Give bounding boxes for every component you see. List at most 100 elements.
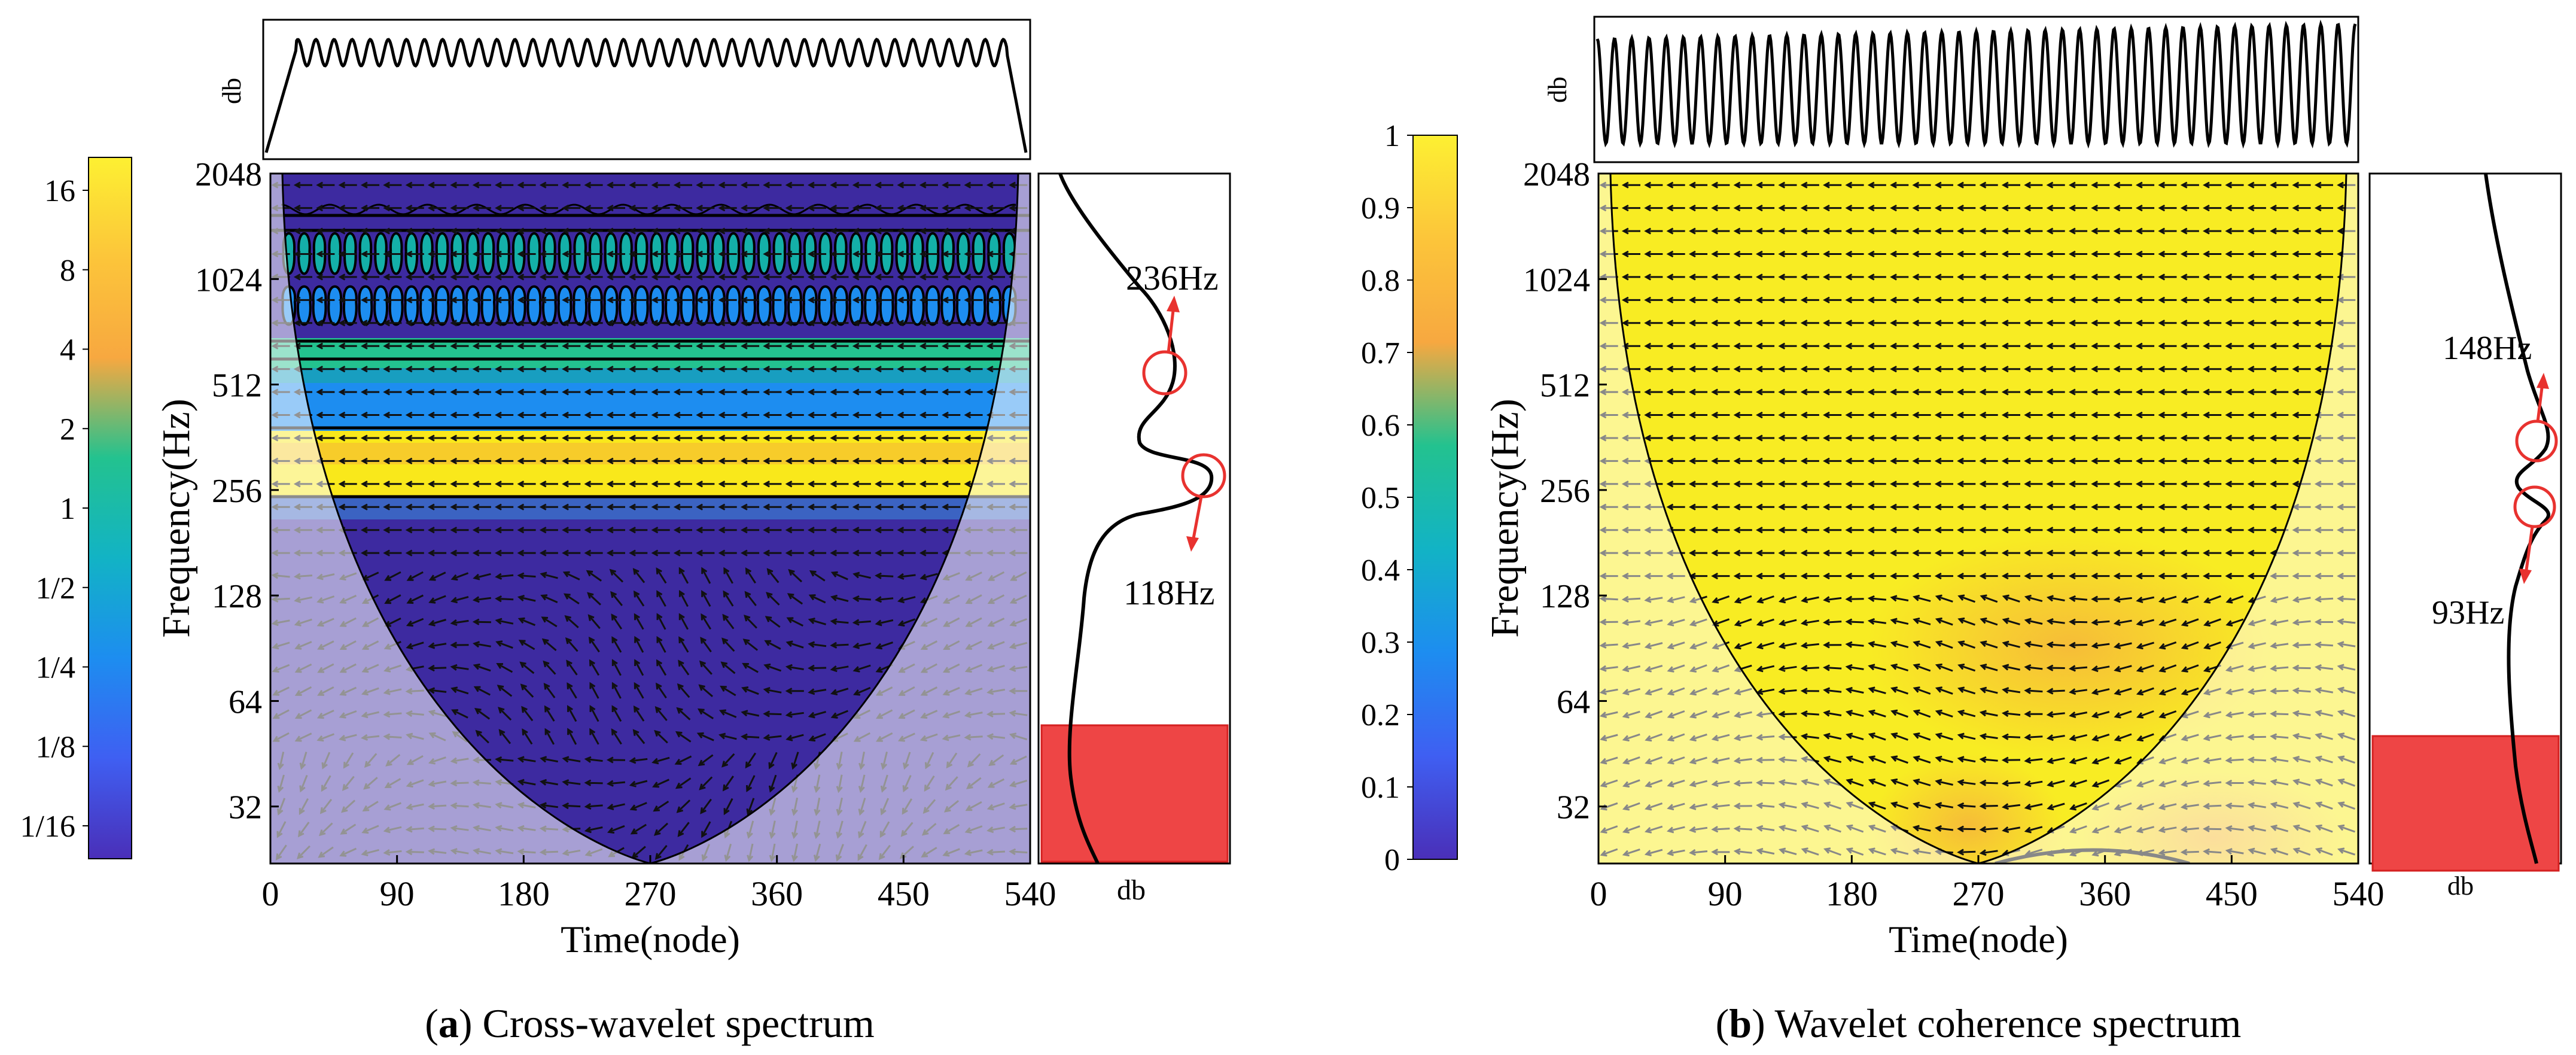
side-spectrum-panel-b: 148Hz 93Hz db	[2368, 172, 2562, 901]
x-tick-label: 270	[1953, 874, 2005, 913]
caption-a-open: (	[425, 1001, 439, 1046]
side-spectrum-a-curve	[1058, 172, 1214, 865]
y-tick-label: 1024	[1523, 262, 1590, 299]
heatmap-b-orange-region-1	[1866, 533, 2273, 760]
colorbar-tick-label: 0.4	[1361, 554, 1400, 588]
side-spectrum-b-arrowhead-lower	[2519, 568, 2532, 584]
x-tick-label: 90	[1708, 874, 1743, 913]
heatmap-a-xlabel: Time(node)	[561, 918, 740, 960]
caption-a-letter: a	[439, 1001, 459, 1046]
side-spectrum-a-annotation-236hz: 236Hz	[1126, 259, 1219, 297]
top-trace-b-ylabel: db	[1543, 77, 1572, 103]
top-trace-panel-b: db	[1543, 16, 2359, 163]
heatmap-b	[1598, 174, 2358, 864]
caption-b-letter: b	[1729, 1001, 1752, 1046]
colorbar-tick-label: 4	[60, 333, 75, 367]
colorbar-tick-label: 0.2	[1361, 698, 1400, 732]
y-tick-label: 32	[1557, 789, 1590, 826]
side-spectrum-b-arrow-upper	[2536, 382, 2544, 422]
side-spectrum-a-annotation-118hz: 118Hz	[1123, 573, 1214, 612]
colorbar-a-gradient	[88, 157, 132, 859]
y-tick-label: 64	[1557, 683, 1590, 720]
x-tick-label: 270	[625, 874, 677, 913]
caption-a: (a) Cross-wavelet spectrum	[425, 1001, 875, 1046]
colorbar-b: 1 0.9 0.8 0.7 0.6 0.5 0.4 0.3 0.2 0.1 0	[1361, 119, 1458, 877]
colorbar-tick-label: 1/16	[20, 810, 75, 844]
panel-a: 16 8 4 2 1 1/2 1/4 1/8 1/16 db Frequency(Hz) Tim…	[20, 19, 1231, 1046]
colorbar-tick-label: 1	[1384, 119, 1400, 153]
x-tick-label: 180	[1826, 874, 1878, 913]
side-spectrum-a-circle-upper	[1142, 350, 1187, 396]
heatmap-a-band-teal	[270, 383, 1030, 431]
side-spectrum-b-arrowhead-upper	[2537, 373, 2549, 389]
top-trace-a-line	[264, 37, 1028, 153]
colorbar-tick-label: 1	[60, 492, 75, 526]
x-tick-label: 0	[262, 874, 279, 913]
y-tick-label: 1024	[195, 262, 262, 299]
x-tick-label: 540	[1004, 874, 1056, 913]
heatmap-a	[270, 174, 1030, 864]
contour-loops-lower	[281, 285, 1017, 326]
colorbar-tick-label: 0.5	[1361, 481, 1400, 515]
colorbar-tick-label: 2	[60, 412, 75, 446]
x-tick-label: 540	[2333, 874, 2385, 913]
y-tick-label: 32	[229, 789, 262, 826]
side-spectrum-a-arrowhead-upper	[1167, 296, 1180, 312]
colorbar-tick-label: 1/8	[36, 730, 75, 764]
y-tick-label: 64	[229, 683, 262, 720]
x-tick-label: 450	[2206, 874, 2258, 913]
y-tick-label: 256	[212, 473, 262, 510]
top-trace-b-line	[1595, 19, 2357, 149]
side-spectrum-b-curve	[2484, 173, 2550, 864]
colorbar-tick-label: 0.8	[1361, 264, 1400, 298]
heatmap-b-gray-contour	[1995, 848, 2190, 864]
colorbar-tick-label: 0	[1384, 843, 1400, 877]
y-tick-label: 256	[1540, 473, 1590, 510]
contour-wave	[281, 203, 1016, 215]
panel-b: 1 0.9 0.8 0.7 0.6 0.5 0.4 0.3 0.2 0.1 0 db Frequen…	[1361, 16, 2562, 1046]
y-tick-label: 512	[212, 367, 262, 405]
y-tick-label: 128	[212, 578, 262, 615]
side-spectrum-b-annotation-93hz: 93Hz	[2432, 594, 2504, 631]
colorbar-tick-label: 16	[44, 174, 75, 208]
x-tick-label: 360	[751, 874, 803, 913]
x-tick-label: 0	[1590, 874, 1607, 913]
y-tick-label: 2048	[1523, 156, 1590, 193]
heatmap-b-axes: Frequency(Hz) Time(node) 0 90 180 270 360 450…	[1483, 156, 2385, 960]
colorbar-tick-label: 0.1	[1361, 771, 1400, 805]
x-tick-label: 360	[2079, 874, 2131, 913]
y-tick-label: 2048	[195, 156, 262, 193]
colorbar-tick-label: 1/4	[36, 651, 75, 685]
side-spectrum-b-xlabel: db	[2447, 871, 2474, 901]
side-spectrum-panel-a: 236Hz 118Hz db	[1037, 172, 1231, 906]
side-spectrum-b-arrow-lower	[2524, 526, 2534, 575]
y-tick-label: 128	[1540, 578, 1590, 615]
y-tick-label: 512	[1540, 367, 1590, 405]
heatmap-a-band-green	[270, 338, 1030, 368]
caption-a-text: ) Cross-wavelet spectrum	[459, 1001, 875, 1046]
x-tick-label: 180	[498, 874, 550, 913]
caption-b-open: (	[1716, 1001, 1729, 1046]
caption-b-text: ) Wavelet coherence spectrum	[1752, 1001, 2241, 1046]
side-spectrum-a-xlabel: db	[1117, 874, 1146, 906]
side-spectrum-b-annotation-148hz: 148Hz	[2443, 330, 2532, 367]
x-tick-label: 90	[380, 874, 415, 913]
colorbar-a: 16 8 4 2 1 1/2 1/4 1/8 1/16	[20, 157, 132, 859]
colorbar-b-gradient	[1412, 135, 1458, 860]
x-tick-label: 450	[878, 874, 930, 913]
top-trace-a-ylabel: db	[217, 78, 246, 104]
side-spectrum-a-circle-lower	[1181, 453, 1226, 498]
side-spectrum-a-arrow-lower	[1191, 496, 1203, 542]
top-trace-panel-a: db	[217, 19, 1031, 160]
heatmap-b-xlabel: Time(node)	[1889, 918, 2068, 960]
colorbar-tick-label: 1/2	[36, 571, 75, 606]
side-spectrum-b-circle-lower	[2513, 485, 2556, 528]
side-spectrum-a-arrow-upper	[1167, 305, 1176, 354]
heatmap-b-ylabel: Frequency(Hz)	[1483, 399, 1527, 637]
side-spectrum-b-red-block	[2371, 735, 2560, 872]
heatmap-b-orange-region-2	[1872, 754, 2064, 864]
side-spectrum-a-arrowhead-lower	[1186, 536, 1199, 552]
colorbar-tick-label: 8	[60, 254, 75, 288]
colorbar-tick-label: 0.6	[1361, 409, 1400, 443]
heatmap-a-axes: Frequency(Hz) Time(node) 0 90 180 270 360 450…	[154, 156, 1056, 960]
